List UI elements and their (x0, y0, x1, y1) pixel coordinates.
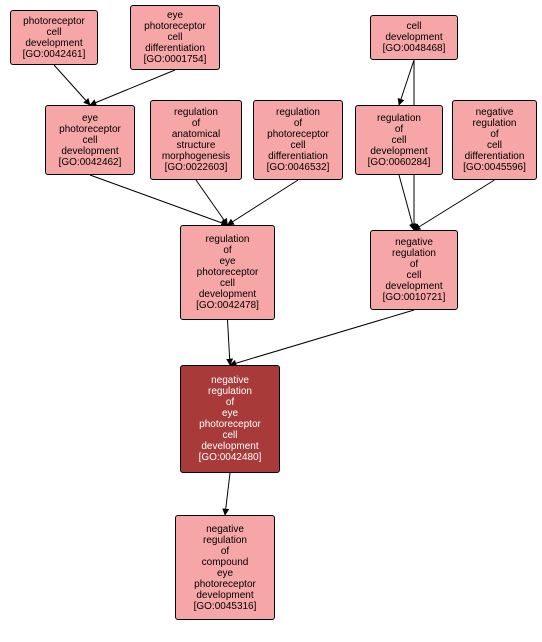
node-label-line: cell (222, 430, 237, 441)
node-label-line: development (385, 32, 442, 43)
node-label-line: eye (219, 256, 235, 267)
node-label-line: cell (167, 32, 182, 43)
node-label-line: differentiation (465, 151, 525, 162)
node-label-line: of (490, 129, 498, 140)
node-label-line: [GO:0042462] (59, 157, 122, 168)
node-label-line: cell (220, 278, 235, 289)
node-label-line: [GO:0010721] (383, 292, 446, 303)
node-label-line: differentiation (145, 43, 205, 54)
node-n10[interactable]: negativeregulationofcelldevelopment[GO:0… (370, 230, 458, 310)
node-label-line: development (61, 146, 118, 157)
node-label-line: development (199, 289, 256, 300)
node-label-line: [GO:0046532] (267, 162, 330, 173)
node-label-line: development (25, 38, 82, 49)
node-label-line: of (410, 259, 418, 270)
node-label-line: cell (487, 140, 502, 151)
node-label-line: cell (290, 140, 305, 151)
node-n6[interactable]: regulationofphotoreceptorcelldifferentia… (253, 100, 343, 180)
node-label-line: cell (391, 135, 406, 146)
node-n4[interactable]: eyephotoreceptorcelldevelopment[GO:00424… (45, 105, 135, 175)
node-label-line: photoreceptor (267, 129, 329, 140)
node-n11[interactable]: negativeregulationofeyephotoreceptorcell… (180, 365, 280, 473)
node-label-line: eye (222, 408, 238, 419)
node-label-line: of (395, 124, 403, 135)
node-label-line: regulation (203, 535, 247, 546)
edge-n9-n11 (228, 320, 231, 365)
node-label-line: cell (82, 135, 97, 146)
node-label-line: negative (476, 107, 514, 118)
node-label-line: development (385, 281, 442, 292)
node-label-line: anatomical (172, 129, 220, 140)
node-label-line: [GO:0048468] (383, 43, 446, 54)
node-n12[interactable]: negativeregulationofcompoundeyephotorece… (175, 515, 275, 620)
node-label-line: photoreceptor (23, 16, 85, 27)
node-label-line: structure (177, 140, 216, 151)
node-label-line: differentiation (268, 151, 328, 162)
node-label-line: regulation (174, 107, 218, 118)
edge-n1-n4 (54, 65, 90, 105)
node-label-line: negative (211, 375, 249, 386)
node-label-line: of (294, 118, 302, 129)
node-n8[interactable]: negativeregulationofcelldifferentiation[… (452, 100, 537, 180)
node-label-line: [GO:0045596] (463, 162, 526, 173)
node-label-line: cell (46, 27, 61, 38)
node-label-line: [GO:0042480] (199, 452, 262, 463)
node-label-line: negative (395, 237, 433, 248)
node-label-line: cell (406, 270, 421, 281)
node-label-line: [GO:0060284] (368, 157, 431, 168)
node-label-line: photoreceptor (194, 579, 256, 590)
node-label-line: [GO:0022603] (165, 162, 228, 173)
edge-n6-n9 (228, 180, 299, 225)
edge-n7-n10 (399, 175, 414, 230)
node-label-line: photoreceptor (144, 21, 206, 32)
node-n2[interactable]: eyephotoreceptorcelldifferentiation[GO:0… (130, 5, 220, 70)
node-label-line: of (223, 245, 231, 256)
node-label-line: of (192, 118, 200, 129)
node-n7[interactable]: regulationofcelldevelopment[GO:0060284] (355, 105, 443, 175)
node-label-line: eye (217, 568, 233, 579)
node-label-line: regulation (377, 113, 421, 124)
node-label-line: development (370, 146, 427, 157)
node-label-line: of (226, 397, 234, 408)
node-label-line: regulation (208, 386, 252, 397)
node-label-line: negative (206, 524, 244, 535)
node-n1[interactable]: photoreceptorcelldevelopment[GO:0042461] (10, 10, 98, 65)
edge-n5-n9 (196, 180, 228, 225)
edge-n3-n7 (399, 60, 414, 105)
node-n3[interactable]: celldevelopment[GO:0048468] (370, 15, 458, 60)
edge-n8-n10 (414, 180, 495, 230)
node-n5[interactable]: regulationofanatomicalstructuremorphogen… (150, 100, 242, 180)
node-label-line: [GO:0001754] (144, 54, 207, 65)
node-label-line: regulation (276, 107, 320, 118)
node-label-line: photoreceptor (197, 267, 259, 278)
node-label-line: photoreceptor (59, 124, 121, 135)
node-label-line: regulation (206, 234, 250, 245)
node-label-line: of (221, 546, 229, 557)
node-n9[interactable]: regulationofeyephotoreceptorcelldevelopm… (180, 225, 275, 320)
node-label-line: compound (202, 557, 249, 568)
node-label-line: cell (406, 21, 421, 32)
node-label-line: [GO:0045316] (194, 601, 257, 612)
node-label-line: [GO:0042478] (196, 300, 259, 311)
node-label-line: development (201, 441, 258, 452)
node-label-line: eye (167, 10, 183, 21)
node-label-line: morphogenesis (162, 151, 230, 162)
node-label-line: regulation (392, 248, 436, 259)
node-label-line: [GO:0042461] (23, 49, 86, 60)
node-label-line: photoreceptor (199, 419, 261, 430)
node-label-line: regulation (473, 118, 517, 129)
edge-n11-n12 (225, 473, 230, 515)
edge-n4-n9 (90, 175, 228, 225)
node-label-line: development (196, 590, 253, 601)
node-label-line: eye (82, 113, 98, 124)
